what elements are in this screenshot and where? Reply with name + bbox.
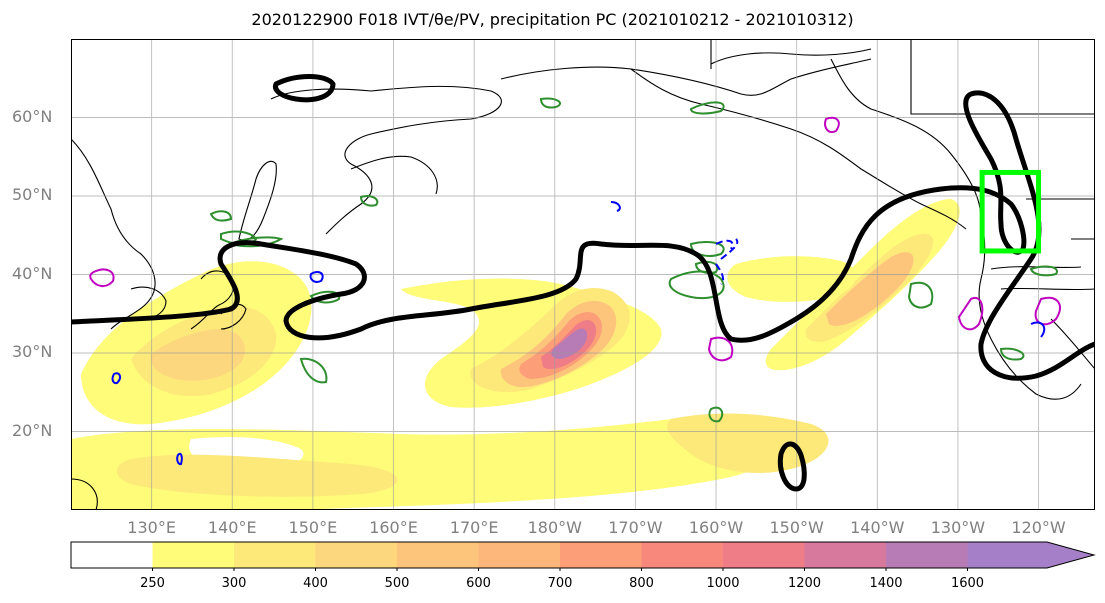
coastlines (71, 39, 1095, 510)
colorbar-tick-label: 400 (303, 576, 328, 591)
colorbar-swatch (315, 542, 397, 568)
longitude-label: 130°W (930, 518, 986, 537)
latitude-label: 30°N (12, 342, 53, 361)
colorbar-tick-label: 1200 (787, 576, 822, 591)
highlight-box (979, 169, 1042, 254)
longitude-label: 160°E (369, 518, 418, 537)
map-panel (71, 39, 1095, 510)
colorbar-tick-label: 500 (384, 576, 410, 591)
colorbar-swatch (478, 542, 560, 568)
longitude-label: 140°W (850, 518, 905, 537)
colorbar-tick-label: 1600 (950, 576, 985, 591)
longitude-label: 150°E (288, 518, 338, 537)
colorbar-swatch (641, 542, 723, 568)
longitude-label: 120°W (1011, 518, 1066, 537)
ivt-contours (71, 74, 1095, 492)
longitude-label: 160°W (688, 518, 744, 537)
longitude-label: 130°E (127, 518, 176, 537)
latitude-label: 50°N (12, 185, 53, 204)
longitude-label: 180°W (527, 518, 582, 537)
colorbar-tick-label: 600 (466, 576, 491, 591)
colorbar-tick-label: 300 (221, 576, 247, 591)
latitude-label: 20°N (12, 420, 53, 440)
colorbar (70, 541, 1096, 571)
colorbar-swatch (234, 542, 316, 568)
colorbar-swatch (71, 542, 153, 568)
longitude-label: 170°E (449, 518, 499, 537)
colorbar-tick-label: 1000 (706, 576, 740, 591)
colorbar-tick-label: 1400 (869, 576, 903, 591)
gridlines (71, 39, 1095, 510)
map-title: 2020122900 F018 IVT/θe/PV, precipitation… (251, 10, 854, 29)
colorbar-tick-label: 800 (629, 576, 654, 591)
theta-e-contours (209, 97, 1058, 423)
colorbar-swatch (560, 542, 642, 568)
longitude-label: 140°E (207, 518, 257, 537)
colorbar-swatch (886, 542, 968, 568)
colorbar-swatch (723, 542, 805, 568)
latitude-label: 60°N (12, 106, 53, 126)
colorbar-swatch (967, 542, 1094, 568)
colorbar-swatch (397, 542, 479, 568)
colorbar-swatch (804, 542, 886, 568)
longitude-label: 150°W (769, 518, 824, 537)
colorbar-swatch (152, 542, 234, 568)
longitude-label: 170°W (608, 518, 663, 537)
latitude-label: 40°N (12, 263, 53, 283)
pv-contours (89, 116, 1061, 466)
colorbar-outline (70, 541, 1096, 569)
colorbar-tick-label: 700 (547, 576, 573, 591)
colorbar-tick-label: 250 (140, 576, 165, 591)
